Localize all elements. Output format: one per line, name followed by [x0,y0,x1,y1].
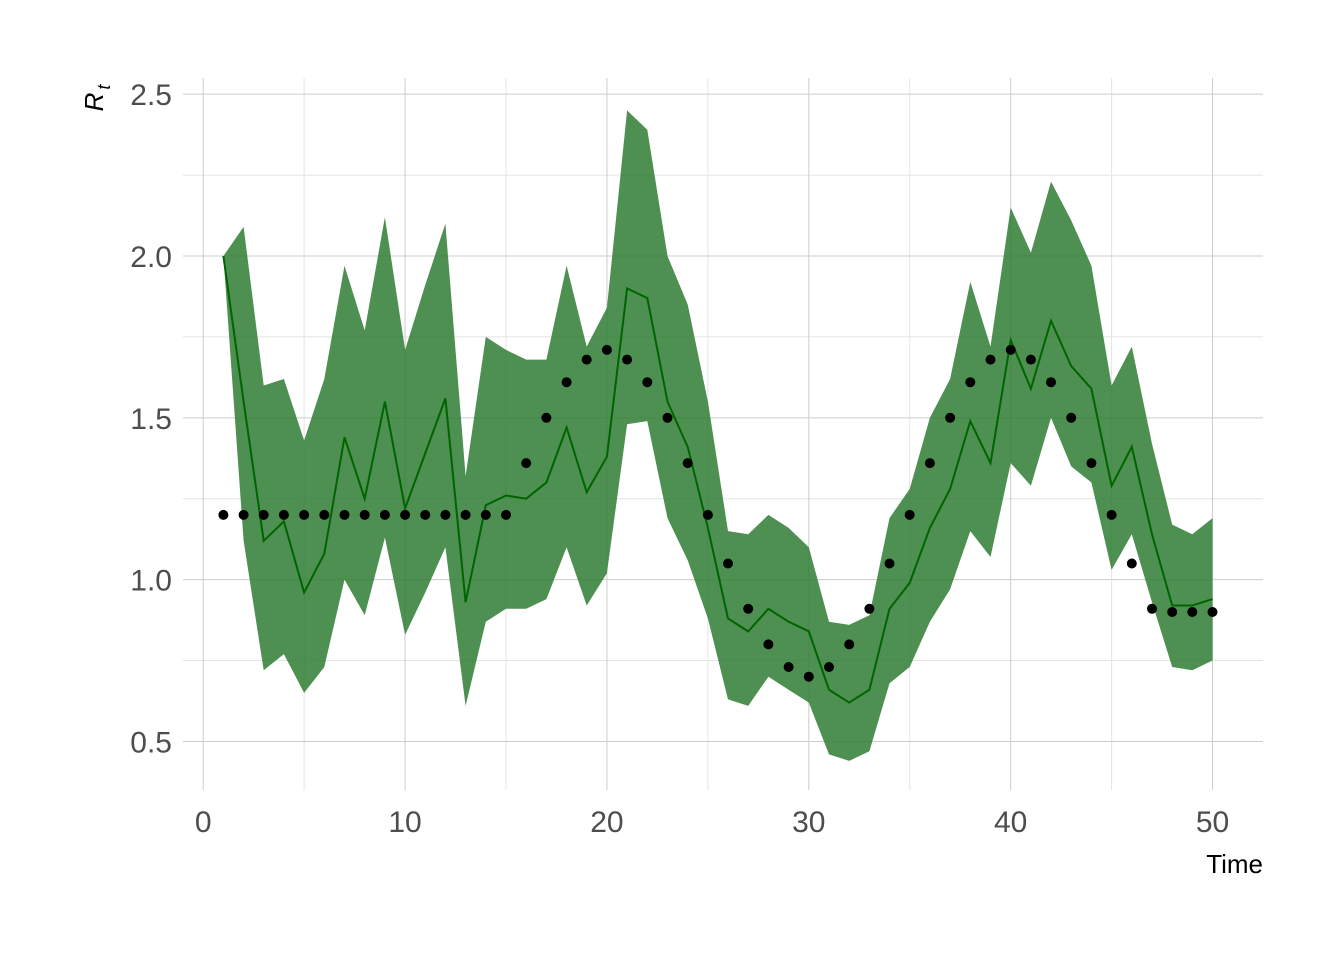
true-value-point [924,458,935,469]
true-value-point [379,509,390,520]
true-value-point [521,458,532,469]
y-tick-label: 2.0 [130,241,172,274]
y-axis-title-main: R [79,93,109,112]
true-value-point [904,509,915,520]
y-axis-title: Rt [79,84,114,112]
y-tick-label: 1.5 [130,403,172,436]
true-value-point [662,412,673,423]
true-value-point [400,509,411,520]
true-value-point [460,509,471,520]
true-value-point [1005,344,1016,355]
true-value-point [440,509,451,520]
x-axis-title: Time [1206,849,1263,879]
y-tick-labels: 0.5 1.0 1.5 2.0 2.5 [130,79,172,759]
true-value-point [864,603,875,614]
true-value-point [682,458,693,469]
estimate-line-layer [222,255,1213,704]
true-value-point [844,639,855,650]
x-tick-label: 0 [195,806,212,839]
true-value-point [1147,603,1157,614]
true-value-point [581,354,592,365]
true-value-point [561,377,572,388]
y-axis-title-subscript: t [94,84,114,90]
true-value-point [803,671,814,682]
true-value-point [319,509,330,520]
true-value-point [824,662,834,672]
true-value-point [1025,354,1036,365]
estimate-line [222,255,1213,704]
true-value-point [965,377,976,388]
true-value-point [985,354,996,365]
y-tick-label: 2.5 [130,79,172,112]
true-value-point [1167,607,1178,617]
true-value-point [258,509,269,520]
true-value-point [339,509,350,520]
true-value-point [702,509,713,520]
y-tick-label: 1.0 [130,565,172,598]
true-value-point [1046,377,1056,388]
true-value-point [743,603,754,614]
true-value-point [622,354,633,365]
true-value-point [501,509,511,520]
true-value-point [541,412,552,423]
true-value-point [763,639,774,650]
x-tick-label: 10 [388,806,421,839]
x-tick-label: 20 [590,806,623,839]
true-value-point [601,344,612,355]
x-tick-label: 40 [994,806,1027,839]
true-value-point [299,509,310,520]
true-value-point [278,509,289,520]
true-value-point [1086,458,1097,469]
true-value-point [480,509,491,520]
true-value-point [420,509,431,520]
true-value-point [642,377,653,388]
credible-interval-ribbon [223,110,1213,761]
true-value-point [1106,509,1117,520]
true-value-point [218,509,229,520]
y-tick-label: 0.5 [130,726,172,759]
true-value-point [783,662,794,672]
true-value-point [884,558,895,569]
true-value-point [945,412,956,423]
true-value-point [238,509,249,520]
true-value-point [1207,607,1218,617]
x-tick-label: 50 [1196,806,1229,839]
true-value-point [1187,607,1198,617]
true-value-point [1066,412,1077,423]
x-tick-label: 30 [792,806,825,839]
true-value-point [1126,558,1137,569]
x-tick-labels: 0 10 20 30 40 50 [195,806,1229,839]
true-value-points-layer [218,344,1218,682]
true-value-point [359,509,370,520]
credible-interval-layer [223,110,1213,761]
true-value-point [723,558,733,569]
